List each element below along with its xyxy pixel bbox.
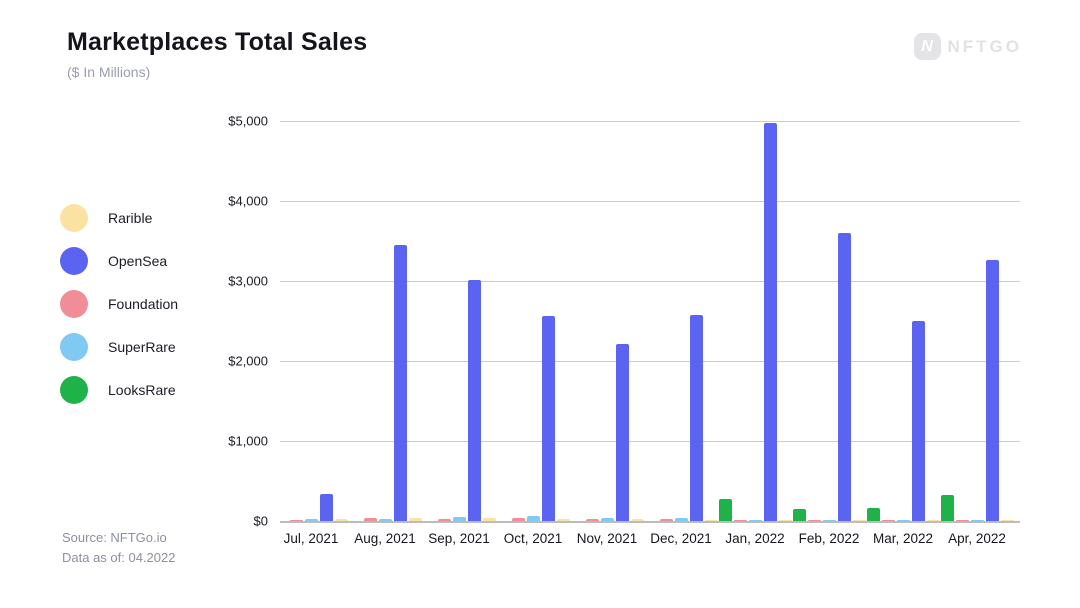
bar-opensea <box>468 280 481 521</box>
bar-rarible <box>927 520 940 521</box>
x-tick-label: Nov, 2021 <box>576 531 638 546</box>
x-tick-label: Dec, 2021 <box>650 531 712 546</box>
y-tick-label: $2,000 <box>228 353 268 369</box>
bar-rarible <box>409 518 422 521</box>
legend-label: OpenSea <box>108 253 168 269</box>
rarible-swatch-icon <box>60 204 88 232</box>
legend-item-rarible: Rarible <box>60 204 178 232</box>
x-tick-label: Jan, 2022 <box>725 531 785 546</box>
gridline <box>280 361 1020 362</box>
legend-item-foundation: Foundation <box>60 290 178 318</box>
bar-foundation <box>290 520 303 521</box>
bar-superrare <box>527 516 540 521</box>
bar-superrare <box>379 519 392 521</box>
bar-opensea <box>542 316 555 521</box>
legend-label: Foundation <box>108 296 179 312</box>
bar-looksrare <box>941 495 954 521</box>
bar-opensea <box>320 494 333 521</box>
bar-looksrare <box>867 508 880 521</box>
bar-superrare <box>897 520 910 521</box>
legend-label: Rarible <box>108 210 153 226</box>
bar-rarible <box>853 520 866 521</box>
gridline <box>280 441 1020 442</box>
chart-subtitle: ($ In Millions) <box>67 64 151 80</box>
y-tick-label: $5,000 <box>228 113 268 129</box>
superrare-swatch-icon <box>60 333 88 361</box>
gridline <box>280 121 1020 122</box>
nftgo-logo-text: NFTGO <box>947 36 1022 56</box>
x-tick-label: Oct, 2021 <box>503 531 563 546</box>
data-as-of-line: Data as of: 04.2022 <box>62 549 176 565</box>
nftgo-n-icon: N <box>913 33 941 60</box>
x-tick-label: Feb, 2022 <box>798 531 860 546</box>
x-tick-label: Jul, 2021 <box>283 531 339 546</box>
bar-opensea <box>394 245 407 521</box>
bar-looksrare <box>793 509 806 521</box>
bar-foundation <box>512 518 525 521</box>
legend: Rarible OpenSea Foundation SuperRare LooksRa… <box>60 204 178 419</box>
legend-label: SuperRare <box>108 339 176 355</box>
bar-foundation <box>956 520 969 521</box>
bar-foundation <box>660 519 673 521</box>
bar-superrare <box>305 519 318 521</box>
bar-foundation <box>808 520 821 521</box>
looksrare-swatch-icon <box>60 376 88 404</box>
nftgo-logo: N NFTGO <box>913 33 1023 60</box>
bar-superrare <box>601 518 614 521</box>
bar-foundation <box>438 519 451 521</box>
y-tick-label: $3,000 <box>228 273 268 289</box>
bar-rarible <box>705 520 718 521</box>
x-tick-label: Aug, 2021 <box>354 531 416 546</box>
gridline <box>280 201 1020 202</box>
bar-superrare <box>453 517 466 521</box>
bar-superrare <box>823 520 836 521</box>
opensea-swatch-icon <box>60 247 88 275</box>
bar-opensea <box>912 321 925 521</box>
source-line: Source: NFTGo.io <box>62 530 167 545</box>
bar-rarible <box>483 518 496 521</box>
gridline <box>280 281 1020 282</box>
bar-opensea <box>986 260 999 521</box>
legend-label: LooksRare <box>108 382 176 398</box>
bar-rarible <box>1001 520 1014 521</box>
bar-foundation <box>364 518 377 521</box>
legend-item-superrare: SuperRare <box>60 333 178 361</box>
legend-item-looksrare: LooksRare <box>60 376 178 404</box>
legend-item-opensea: OpenSea <box>60 247 178 275</box>
x-axis-line <box>280 521 1020 523</box>
bar-foundation <box>734 520 747 521</box>
y-tick-label: $1,000 <box>228 433 268 449</box>
bar-opensea <box>838 233 851 521</box>
bar-foundation <box>882 520 895 521</box>
bar-foundation <box>586 519 599 521</box>
bar-superrare <box>749 520 762 521</box>
bar-looksrare <box>719 499 732 521</box>
bar-rarible <box>335 519 348 521</box>
bar-superrare <box>675 518 688 521</box>
page-title: Marketplaces Total Sales <box>67 28 368 56</box>
y-tick-label: $4,000 <box>228 193 268 209</box>
bar-rarible <box>557 519 570 521</box>
x-tick-label: Apr, 2022 <box>948 531 1006 546</box>
bar-superrare <box>971 520 984 521</box>
x-tick-label: Mar, 2022 <box>872 531 934 546</box>
bar-rarible <box>631 519 644 521</box>
bar-rarible <box>779 520 792 521</box>
x-tick-label: Sep, 2021 <box>428 531 490 546</box>
bar-opensea <box>764 123 777 521</box>
foundation-swatch-icon <box>60 290 88 318</box>
y-tick-label: $0 <box>253 513 268 529</box>
source-note: Source: NFTGo.io Data as of: 04.2022 <box>62 528 175 567</box>
bar-opensea <box>616 344 629 521</box>
bar-opensea <box>690 315 703 521</box>
